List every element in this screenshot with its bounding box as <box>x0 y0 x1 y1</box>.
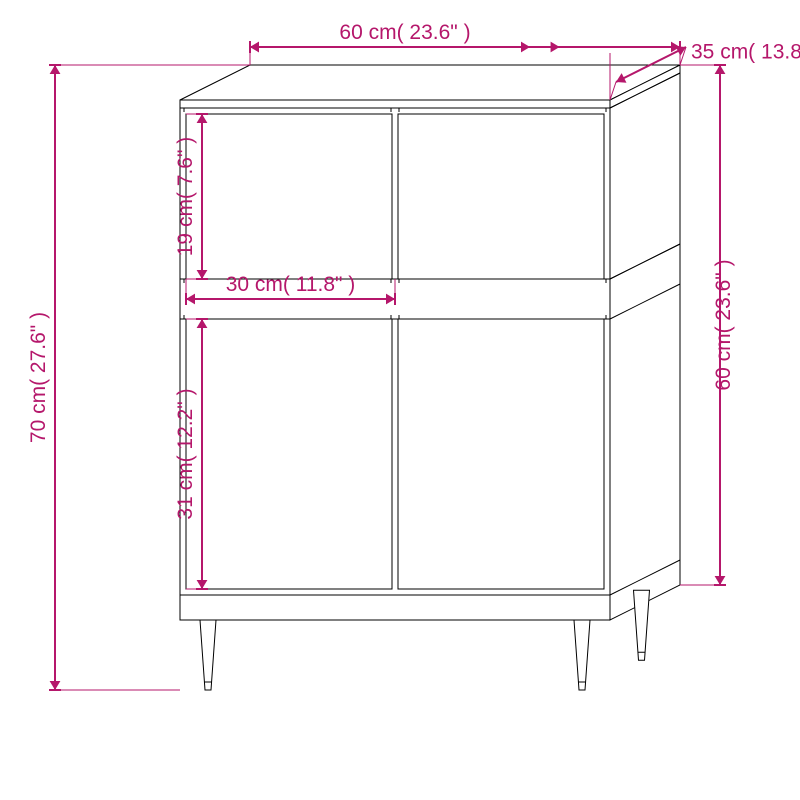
svg-text:35 cm( 13.8" ): 35 cm( 13.8" ) <box>691 41 800 64</box>
svg-text:60 cm( 23.6" ): 60 cm( 23.6" ) <box>712 259 735 390</box>
svg-text:70 cm( 27.6" ): 70 cm( 27.6" ) <box>27 312 50 443</box>
svg-text:60 cm( 23.6" ): 60 cm( 23.6" ) <box>339 21 470 44</box>
svg-text:30 cm( 11.8" ): 30 cm( 11.8" ) <box>226 273 356 296</box>
svg-text:19 cm( 7.6" ): 19 cm( 7.6" ) <box>174 137 197 257</box>
svg-text:31 cm( 12.2" ): 31 cm( 12.2" ) <box>174 388 197 519</box>
